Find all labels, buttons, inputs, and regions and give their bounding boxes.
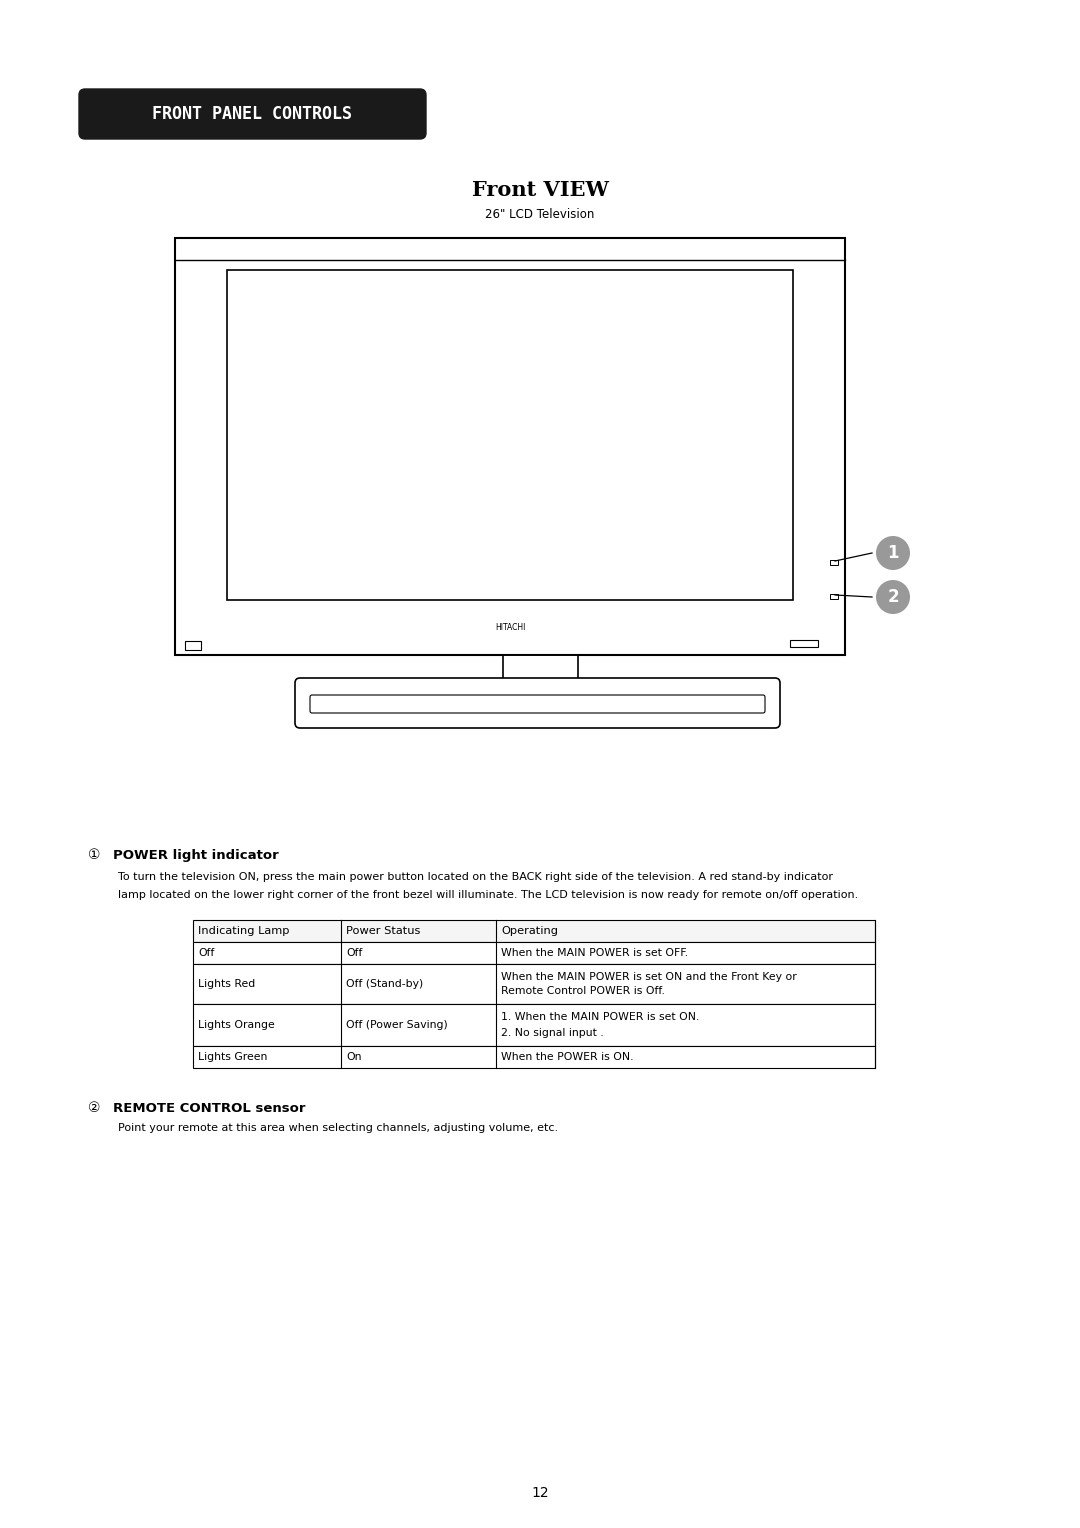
Text: When the POWER is ON.: When the POWER is ON.: [501, 1051, 634, 1062]
Bar: [193, 941, 875, 964]
FancyBboxPatch shape: [310, 695, 765, 714]
Text: Off: Off: [346, 947, 363, 958]
Text: Point your remote at this area when selecting channels, adjusting volume, etc.: Point your remote at this area when sele…: [118, 1123, 558, 1132]
Bar: [193, 1047, 875, 1068]
Text: 1. When the MAIN POWER is set ON.: 1. When the MAIN POWER is set ON.: [501, 1013, 700, 1022]
Bar: [193, 920, 875, 941]
Bar: [193, 1004, 875, 1047]
Bar: [185, 642, 201, 649]
FancyBboxPatch shape: [175, 238, 845, 656]
Bar: [502, 656, 578, 683]
Text: FRONT PANEL CONTROLS: FRONT PANEL CONTROLS: [152, 105, 352, 122]
Text: 2: 2: [887, 588, 899, 607]
Text: When the MAIN POWER is set ON and the Front Key or: When the MAIN POWER is set ON and the Fr…: [501, 972, 797, 981]
Text: When the MAIN POWER is set OFF.: When the MAIN POWER is set OFF.: [501, 947, 688, 958]
Bar: [789, 640, 818, 646]
Bar: [227, 270, 793, 601]
Bar: [193, 964, 875, 1004]
Text: Lights Green: Lights Green: [198, 1051, 268, 1062]
Text: Remote Control POWER is Off.: Remote Control POWER is Off.: [501, 987, 665, 996]
Text: ①: ①: [87, 848, 100, 862]
Text: 2. No signal input .: 2. No signal input .: [501, 1027, 604, 1038]
Text: Off (Power Saving): Off (Power Saving): [346, 1021, 448, 1030]
FancyBboxPatch shape: [79, 89, 426, 139]
Text: ②: ②: [87, 1102, 100, 1115]
Text: Off (Stand-by): Off (Stand-by): [346, 979, 423, 989]
Text: To turn the television ON, press the main power button located on the BACK right: To turn the television ON, press the mai…: [118, 872, 833, 882]
Text: Front VIEW: Front VIEW: [472, 180, 608, 200]
Text: lamp located on the lower right corner of the front bezel will illuminate. The L: lamp located on the lower right corner o…: [118, 889, 859, 900]
Text: On: On: [346, 1051, 362, 1062]
Circle shape: [876, 536, 910, 570]
Text: 26" LCD Television: 26" LCD Television: [485, 208, 595, 222]
Text: Off: Off: [198, 947, 214, 958]
Text: Lights Orange: Lights Orange: [198, 1021, 274, 1030]
Text: 12: 12: [531, 1487, 549, 1500]
Text: Indicating Lamp: Indicating Lamp: [198, 926, 289, 937]
FancyBboxPatch shape: [295, 678, 780, 727]
Bar: [831, 559, 838, 565]
Text: Power Status: Power Status: [346, 926, 420, 937]
Circle shape: [876, 581, 910, 614]
Text: 1: 1: [888, 544, 899, 562]
Text: Lights Red: Lights Red: [198, 979, 255, 989]
Bar: [831, 594, 838, 599]
Text: REMOTE CONTROL sensor: REMOTE CONTROL sensor: [113, 1102, 306, 1114]
Text: Operating: Operating: [501, 926, 558, 937]
Text: POWER light indicator: POWER light indicator: [113, 848, 279, 862]
Text: HITACHI: HITACHI: [495, 622, 525, 631]
